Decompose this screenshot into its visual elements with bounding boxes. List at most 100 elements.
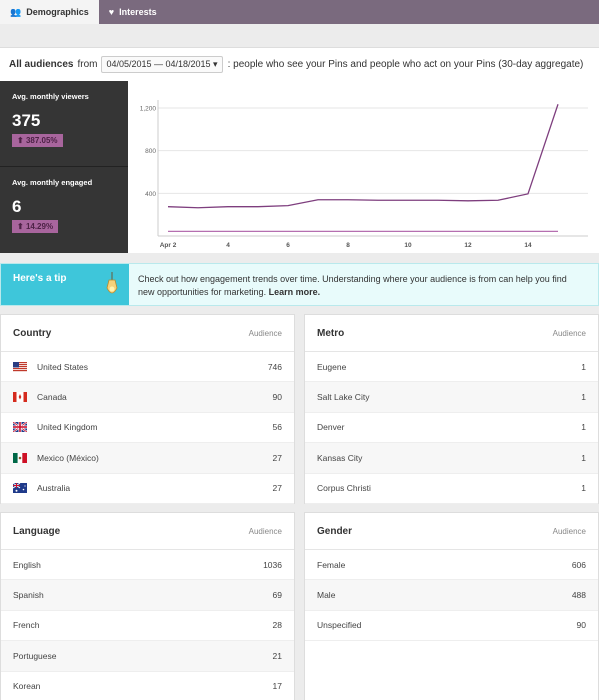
tip-body: Check out how engagement trends over tim… [138,274,567,297]
tab-interests[interactable]: ♥ Interests [99,0,167,24]
row-value: 28 [272,620,282,631]
metro-panel: Metro Audience Eugene 1 Salt Lake City 1 Den… [304,314,599,504]
audience-description: : people who see your Pins and people wh… [227,59,584,70]
row-name: Corpus Christi [317,483,371,494]
row-value: 21 [272,650,282,661]
engaged-change-badge: ⬆ 14.29% [12,220,59,233]
tab-demographics[interactable]: 👥 Demographics [0,0,99,24]
page-title: All audiences [9,59,74,70]
series-line-0 [167,104,559,209]
row-name: Australia [37,483,71,494]
panel-title: Language [13,525,61,537]
table-row: Corpus Christi 1 [305,474,598,504]
row-value: 1036 [263,559,282,570]
x-tick-label: Apr 2 [160,242,177,249]
row-value: 1 [581,452,586,463]
arrow-up-icon: ⬆ [17,136,24,145]
row-name: Spanish [13,590,44,601]
row-name: Male [317,590,336,601]
tab-label: Demographics [26,7,89,17]
engaged-change: 14.29% [25,222,54,231]
table-row: Mexico (México) 27 [1,443,294,474]
x-tick-label: 12 [464,242,472,249]
learn-more-link[interactable]: Learn more. [268,287,321,297]
arrow-up-icon: ⬆ [17,222,24,231]
engaged-value: 6 [12,197,22,216]
table-row: Kansas City 1 [305,443,598,474]
row-value: 606 [571,559,586,570]
row-value: 27 [272,452,282,463]
y-tick-label: 800 [145,148,156,155]
table-row: Denver 1 [305,413,598,444]
y-tick-label: 1,200 [140,106,157,113]
tab-label: Interests [119,7,157,17]
row-name: United States [37,361,89,372]
audience-column: Audience [248,526,282,536]
x-tick-label: 14 [524,242,532,249]
date-range-dropdown[interactable]: 04/05/2015 — 04/18/2015 ▾ [101,56,223,73]
row-value: 1 [581,392,586,403]
row-name: Salt Lake City [317,392,370,403]
row-value: 90 [272,392,282,403]
row-name: Female [317,559,346,570]
tip-text: Check out how engagement trends over tim… [138,273,578,299]
row-name: Denver [317,422,345,433]
x-tick-label: 4 [226,242,230,249]
audience-chart: 400 800 1,200 Apr 2 4 6 8 10 12 14 [128,81,599,253]
row-value: 488 [571,590,586,601]
row-name: United Kingdom [37,422,98,433]
table-row: Female 606 [305,550,598,581]
metro-header: Metro Audience [305,315,598,352]
table-row: Korean 17 [1,672,294,700]
heart-icon: ♥ [108,7,115,17]
audience-header: All audiences from 04/05/2015 — 04/18/20… [0,47,599,81]
table-row: Unspecified 90 [305,611,598,642]
country-panel: Country Audience United States 746 Canada 9… [0,314,295,504]
x-tick-label: 6 [286,242,290,249]
table-row: United States 746 [1,352,294,383]
au-flag-icon [13,483,27,494]
table-row: Male 488 [305,580,598,611]
table-row: Portuguese 21 [1,641,294,672]
table-row: Salt Lake City 1 [305,382,598,413]
engaged-label: Avg. monthly engaged [12,178,93,187]
row-name: French [13,620,40,631]
gender-panel: Gender Audience Female 606 Male 488 Unspecif… [304,512,599,700]
uk-flag-icon [13,422,27,433]
panel-title: Country [13,327,52,339]
table-row: Canada 90 [1,382,294,413]
row-value: 1 [581,483,586,494]
lightbulb-icon [106,272,118,294]
panel-title: Gender [317,525,353,537]
table-row: Spanish 69 [1,580,294,611]
tab-bar: 👥 Demographics ♥ Interests [0,0,599,24]
viewers-label: Avg. monthly viewers [12,92,89,101]
row-name: Canada [37,392,67,403]
x-tick-label: 8 [346,242,350,249]
row-value: 90 [576,620,586,631]
language-panel: Language Audience English 1036 Spanish 69 Fr… [0,512,295,700]
row-name: Kansas City [317,452,363,463]
row-value: 27 [272,483,282,494]
audience-column: Audience [552,526,586,536]
mx-flag-icon [13,452,27,463]
row-value: 69 [272,590,282,601]
row-name: Portuguese [13,650,57,661]
table-row: Australia 27 [1,474,294,504]
table-row: United Kingdom 56 [1,413,294,444]
us-flag-icon [13,361,27,372]
row-value: 56 [272,422,282,433]
audience-column: Audience [248,328,282,338]
table-row: French 28 [1,611,294,642]
row-name: Mexico (México) [37,452,99,463]
viewers-value: 375 [12,111,41,130]
row-value: 1 [581,422,586,433]
viewers-stat: Avg. monthly viewers 375 ⬆ 387.05% [0,81,128,167]
viewers-change-badge: ⬆ 387.05% [12,134,63,147]
country-header: Country Audience [1,315,294,352]
row-name: Unspecified [317,620,362,631]
from-label: from [77,59,98,70]
ca-flag-icon [13,392,27,403]
panel-title: Metro [317,327,345,339]
row-name: Eugene [317,361,347,372]
